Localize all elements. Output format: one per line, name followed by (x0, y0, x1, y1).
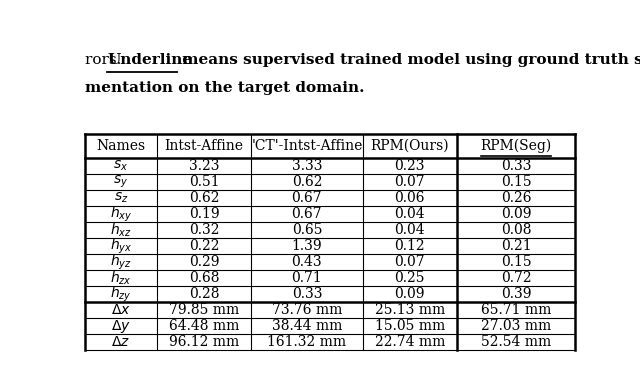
Text: $\Delta x$: $\Delta x$ (111, 303, 131, 317)
Text: 64.48 mm: 64.48 mm (169, 319, 239, 333)
Text: 0.22: 0.22 (189, 239, 220, 253)
Text: 0.28: 0.28 (189, 287, 220, 301)
Text: 0.07: 0.07 (394, 175, 425, 189)
Text: Underline: Underline (108, 53, 193, 67)
Text: 0.67: 0.67 (292, 207, 322, 221)
Text: $h_{xy}$: $h_{xy}$ (109, 204, 132, 224)
Text: 0.32: 0.32 (189, 223, 220, 237)
Text: 0.26: 0.26 (500, 191, 531, 205)
Text: 0.33: 0.33 (292, 287, 322, 301)
Text: 79.85 mm: 79.85 mm (169, 303, 239, 317)
Text: 15.05 mm: 15.05 mm (374, 319, 445, 333)
Text: RPM(Ours): RPM(Ours) (371, 139, 449, 153)
Text: 0.12: 0.12 (394, 239, 425, 253)
Text: 38.44 mm: 38.44 mm (272, 319, 342, 333)
Text: $s_z$: $s_z$ (114, 191, 128, 205)
Text: 3.23: 3.23 (189, 159, 220, 173)
Text: 3.33: 3.33 (292, 159, 322, 173)
Text: 25.13 mm: 25.13 mm (374, 303, 445, 317)
Text: 0.68: 0.68 (189, 271, 220, 285)
Text: 0.62: 0.62 (189, 191, 220, 205)
Text: 0.71: 0.71 (292, 271, 323, 285)
Text: 0.04: 0.04 (394, 223, 425, 237)
Text: mentation on the target domain.: mentation on the target domain. (85, 81, 364, 95)
Text: $h_{xz}$: $h_{xz}$ (110, 222, 132, 239)
Text: 0.15: 0.15 (500, 255, 531, 269)
Text: $h_{zx}$: $h_{zx}$ (110, 270, 132, 287)
Text: 161.32 mm: 161.32 mm (268, 335, 346, 349)
Text: $h_{yx}$: $h_{yx}$ (109, 236, 132, 256)
Text: 0.15: 0.15 (500, 175, 531, 189)
Text: 0.43: 0.43 (292, 255, 322, 269)
Text: 65.71 mm: 65.71 mm (481, 303, 551, 317)
Text: 73.76 mm: 73.76 mm (272, 303, 342, 317)
Text: 0.72: 0.72 (500, 271, 531, 285)
Text: 0.04: 0.04 (394, 207, 425, 221)
Text: means supervised trained model using ground truth seg-: means supervised trained model using gro… (177, 53, 640, 67)
Text: 96.12 mm: 96.12 mm (169, 335, 239, 349)
Text: 52.54 mm: 52.54 mm (481, 335, 551, 349)
Text: $h_{zy}$: $h_{zy}$ (110, 284, 132, 304)
Text: 0.67: 0.67 (292, 191, 322, 205)
Text: 0.25: 0.25 (395, 271, 425, 285)
Text: $s_y$: $s_y$ (113, 174, 129, 190)
Text: 0.39: 0.39 (500, 287, 531, 301)
Text: Intst-Affine: Intst-Affine (164, 139, 243, 153)
Text: 0.07: 0.07 (394, 255, 425, 269)
Text: 1.39: 1.39 (292, 239, 322, 253)
Text: RPM(Seg): RPM(Seg) (481, 139, 552, 153)
Text: 0.21: 0.21 (500, 239, 531, 253)
Text: $s_x$: $s_x$ (113, 159, 129, 173)
Text: rors.: rors. (85, 53, 131, 67)
Text: 27.03 mm: 27.03 mm (481, 319, 551, 333)
Text: 0.33: 0.33 (500, 159, 531, 173)
Text: 22.74 mm: 22.74 mm (374, 335, 445, 349)
Text: 0.06: 0.06 (395, 191, 425, 205)
Text: 0.08: 0.08 (500, 223, 531, 237)
Text: 0.65: 0.65 (292, 223, 322, 237)
Text: $\Delta z$: $\Delta z$ (111, 335, 131, 349)
Text: 0.19: 0.19 (189, 207, 220, 221)
Text: 0.51: 0.51 (189, 175, 220, 189)
Text: $h_{yz}$: $h_{yz}$ (110, 253, 132, 272)
Text: 0.62: 0.62 (292, 175, 322, 189)
Text: 0.09: 0.09 (395, 287, 425, 301)
Text: 0.29: 0.29 (189, 255, 220, 269)
Text: Names: Names (97, 139, 145, 153)
Text: 'CT'-Intst-Affine: 'CT'-Intst-Affine (252, 139, 363, 153)
Text: 0.23: 0.23 (395, 159, 425, 173)
Text: $\Delta y$: $\Delta y$ (111, 318, 131, 335)
Text: 0.09: 0.09 (500, 207, 531, 221)
